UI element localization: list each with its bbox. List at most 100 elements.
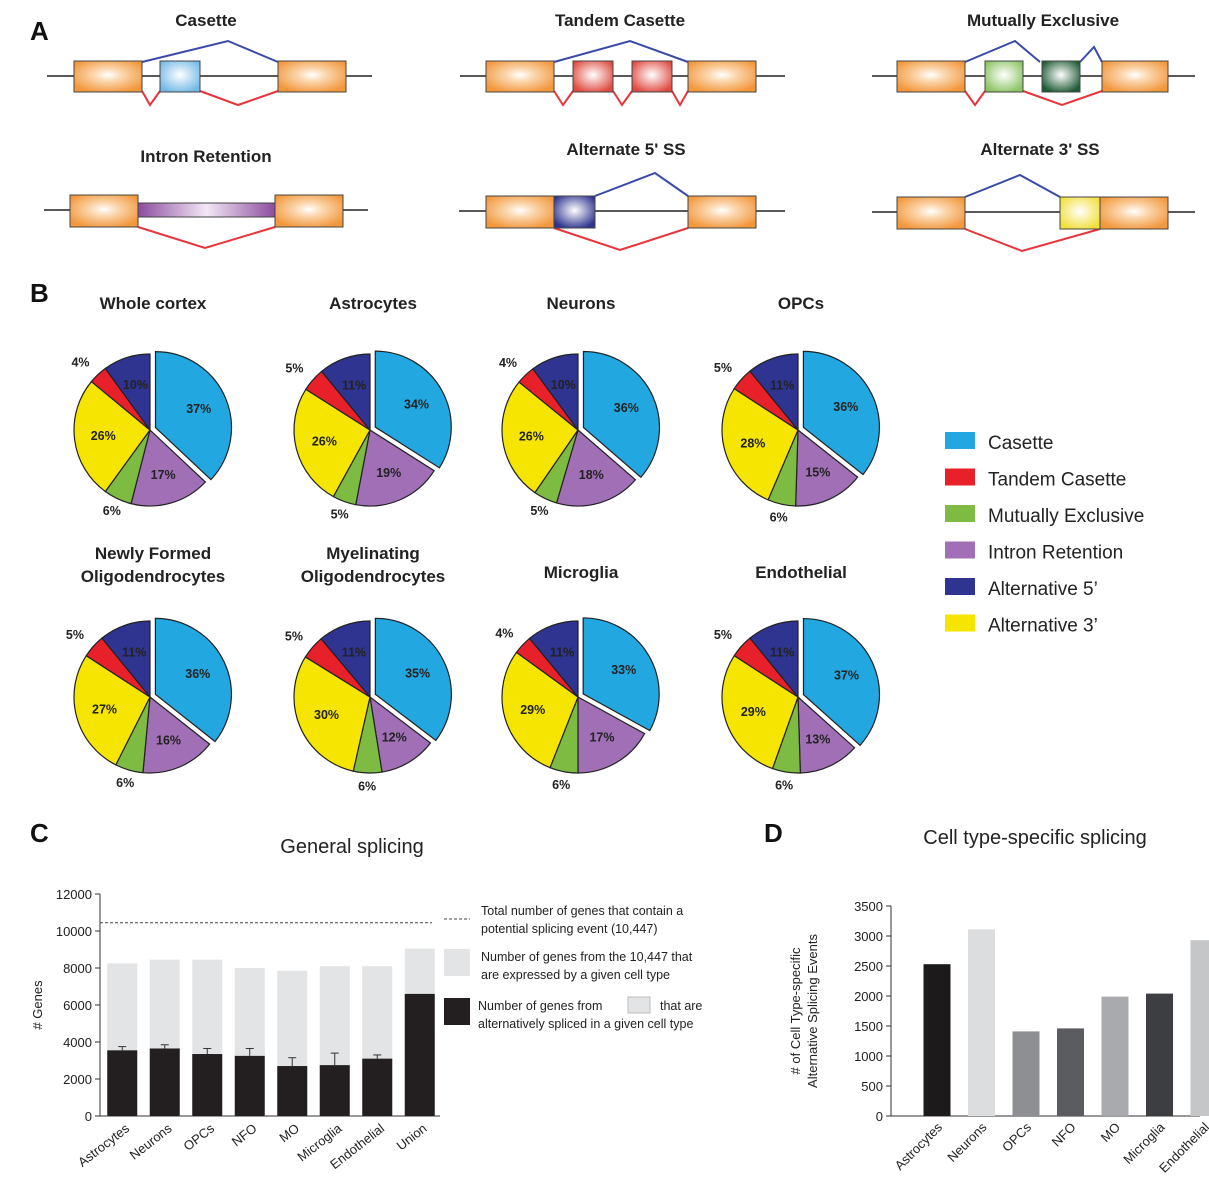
y-tick-label: 3500 — [854, 899, 883, 914]
legend-swatch-spliced — [444, 998, 470, 1025]
pie-chart: Whole cortex 37% 17% 6% 26% 4% 10% — [71, 294, 233, 518]
pie-chart: OPCs 36% 15% 6% 28% 5% 11% — [714, 294, 880, 525]
pie-slice-label: 33% — [611, 663, 636, 677]
x-tick-label: NFO — [229, 1121, 260, 1150]
pie-title: Newly Formed — [95, 544, 211, 563]
pie-slice — [795, 428, 859, 507]
pie-slice — [320, 620, 371, 699]
pie-slice-label: 4% — [71, 355, 89, 369]
pie-slice-label: 11% — [342, 379, 366, 393]
bar — [968, 929, 995, 1116]
splice-title-cassette: Casette — [175, 11, 236, 30]
y-tick-label: 500 — [861, 1079, 883, 1094]
pie-slice-label: 5% — [66, 628, 84, 642]
extended-3ss-box — [1059, 196, 1101, 230]
bar — [1057, 1028, 1084, 1116]
legend-text: that are — [660, 999, 702, 1013]
exon-box — [896, 196, 966, 230]
exon-box — [485, 195, 555, 229]
pie-slice — [555, 428, 637, 507]
pie-slice-label: 19% — [376, 466, 401, 480]
exon-box — [687, 195, 757, 229]
tandem-exon-box — [572, 60, 614, 93]
pie-slice-label: 10% — [551, 378, 576, 392]
splice-title-tandem-cassette: Tandem Casette — [555, 11, 685, 30]
pie-slice — [802, 350, 880, 476]
pie-chart: Newly Formed Oligodendrocytes 36% 16% 6% 27% 5… — [66, 544, 232, 790]
bar-spliced — [192, 1054, 223, 1116]
y-tick-label: 4000 — [63, 1035, 92, 1050]
splice-title-alternate-5ss: Alternate 5' SS — [566, 140, 685, 159]
pie-slice-label: 6% — [552, 778, 570, 792]
pie-slice — [721, 654, 799, 770]
bar — [1012, 1031, 1040, 1116]
pie-slice — [374, 617, 452, 742]
pie-chart: Endothelial 37% 13% 6% 29% 5% 11% — [714, 563, 881, 793]
x-tick-label: Neurons — [127, 1120, 175, 1162]
pie-slice — [142, 695, 211, 774]
pie-slice — [749, 620, 799, 699]
x-tick-label: MO — [276, 1121, 302, 1146]
x-tick-label: OPCs — [181, 1120, 218, 1153]
y-tick-label: 0 — [876, 1109, 883, 1124]
legend-label: Intron Retention — [988, 543, 1123, 564]
cassette-exon-box — [159, 60, 201, 93]
legend-swatch — [945, 541, 975, 559]
exon-box — [1099, 196, 1169, 230]
bar — [1190, 940, 1209, 1116]
pie-slice-label: 11% — [342, 646, 366, 660]
exon-box — [896, 60, 966, 93]
splice-title-mutually-exclusive: Mutually Exclusive — [967, 11, 1119, 30]
pie-slice-label: 5% — [331, 507, 349, 521]
bar-spliced — [404, 993, 435, 1116]
exon-box — [687, 60, 757, 93]
cell-type-splicing-chart: 0 500 1000 1500 2000 2500 3000 3500 # of Cell Ty… — [788, 899, 1209, 1176]
pie-slice-label: 11% — [550, 646, 574, 660]
pie-slice-label: 11% — [770, 379, 794, 393]
legend-label: Alternative 3’ — [988, 616, 1098, 637]
x-tick-label: MO — [1098, 1120, 1123, 1145]
pie-slice-label: 6% — [116, 776, 134, 790]
pie-slice-label: 34% — [404, 397, 429, 411]
splice-title-alternate-3ss: Alternate 3' SS — [980, 140, 1099, 159]
splice-diagram-tandem-cassette: Tandem Casette — [460, 11, 785, 108]
splice-diagram-cassette: Casette — [47, 11, 372, 107]
pie-slice-label: 5% — [714, 628, 732, 642]
legend-label: Tandem Casette — [988, 470, 1126, 491]
pie-slice — [501, 651, 579, 769]
legend-swatch — [945, 468, 975, 486]
pie-slice — [73, 654, 151, 766]
chart-title-cell-type-splicing: Cell type-specific splicing — [923, 827, 1146, 849]
pie-slice-label: 28% — [740, 437, 765, 451]
pie-slice-label: 37% — [834, 668, 859, 682]
pie-slice-label: 37% — [186, 402, 211, 416]
pie-title: OPCs — [778, 294, 824, 313]
pie-chart: Neurons 36% 18% 5% 26% 4% 10% — [499, 294, 660, 518]
pie-slice-label: 29% — [741, 705, 766, 719]
bar-spliced — [234, 1055, 265, 1116]
exon-box — [485, 60, 555, 93]
exon-box — [1101, 60, 1169, 93]
legend-text: Number of genes from the 10,447 that — [481, 950, 693, 964]
pie-slice-label: 35% — [405, 666, 430, 680]
legend-text: are expressed by a given cell type — [481, 968, 670, 982]
bar — [923, 964, 951, 1116]
panel-label-d: D — [764, 818, 783, 848]
pie-slice-label: 16% — [156, 733, 181, 747]
pie-slice-label: 36% — [185, 667, 210, 681]
pie-slice-label: 17% — [589, 731, 614, 745]
y-tick-label: 0 — [85, 1109, 92, 1124]
bar-spliced — [277, 1066, 308, 1116]
x-tick-label: Union — [394, 1121, 430, 1154]
chart-title-general-splicing: General splicing — [280, 836, 423, 858]
bar-spliced — [149, 1048, 180, 1116]
pie-slice-label: 26% — [519, 430, 544, 444]
pie-slice-label: 18% — [579, 468, 604, 482]
exon-box — [277, 60, 347, 93]
legend-label: Mutually Exclusive — [988, 506, 1144, 527]
legend-text: potential splicing event (10,447) — [481, 922, 658, 936]
pie-slice-label: 6% — [103, 504, 121, 518]
panel-label-c: C — [30, 818, 49, 848]
pie-slice-label: 36% — [833, 400, 858, 414]
pie-slice-label: 4% — [495, 627, 513, 641]
